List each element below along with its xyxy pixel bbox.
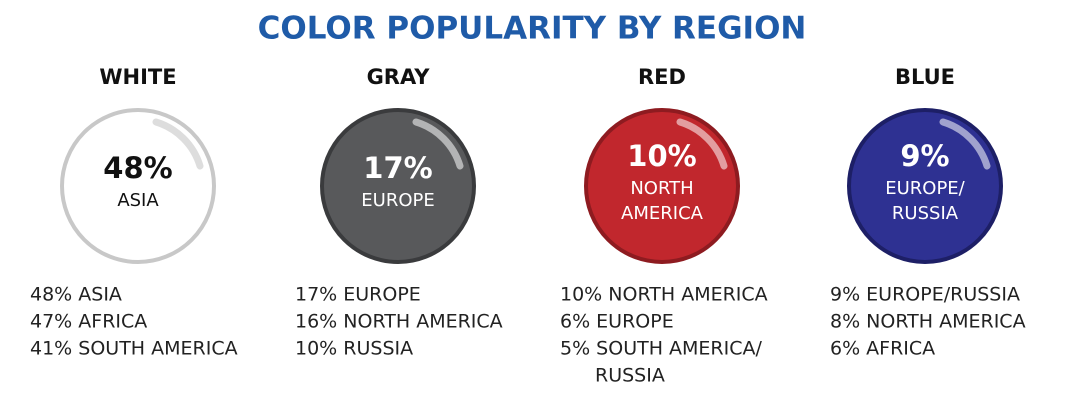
badge-label: AMERICA	[621, 203, 704, 224]
list-item: 9% EUROPE/RUSSIA	[830, 284, 1020, 306]
badge	[847, 108, 1003, 264]
list-item: 16% NORTH AMERICA	[295, 311, 503, 333]
badge-shine	[676, 118, 728, 170]
list-item: 41% SOUTH AMERICA	[30, 338, 238, 360]
list-item: 47% AFRICA	[30, 311, 147, 333]
badge-value: 9%	[900, 139, 949, 173]
title: COLOR POPULARITY BY REGION	[258, 11, 807, 47]
list-item: 5% SOUTH AMERICA/	[560, 338, 763, 360]
badge	[320, 108, 476, 264]
badge-label: ASIA	[117, 190, 159, 211]
list-item: 48% ASIA	[30, 284, 122, 306]
list-item: RUSSIA	[595, 365, 665, 387]
column-name: RED	[638, 65, 686, 89]
badge-shine	[939, 118, 991, 170]
list-item: 17% EUROPE	[295, 284, 421, 306]
badge-value: 17%	[363, 151, 432, 185]
badge	[60, 108, 216, 264]
list-item: 10% NORTH AMERICA	[560, 284, 768, 306]
badge-value: 48%	[103, 151, 172, 185]
badge-label: NORTH	[630, 178, 693, 199]
badge	[584, 108, 740, 264]
badge-value: 10%	[627, 139, 696, 173]
badge-label: EUROPE	[361, 190, 434, 211]
column-name: WHITE	[99, 65, 176, 89]
list-item: 10% RUSSIA	[295, 338, 413, 360]
badge-label: EUROPE/	[885, 178, 965, 199]
list-item: 6% EUROPE	[560, 311, 674, 333]
badge-shine	[412, 118, 464, 170]
list-item: 6% AFRICA	[830, 338, 935, 360]
list-item: 8% NORTH AMERICA	[830, 311, 1026, 333]
column-name: BLUE	[895, 65, 955, 89]
badge-label: RUSSIA	[892, 203, 959, 224]
badge-shine	[152, 118, 204, 170]
column-name: GRAY	[367, 65, 431, 89]
